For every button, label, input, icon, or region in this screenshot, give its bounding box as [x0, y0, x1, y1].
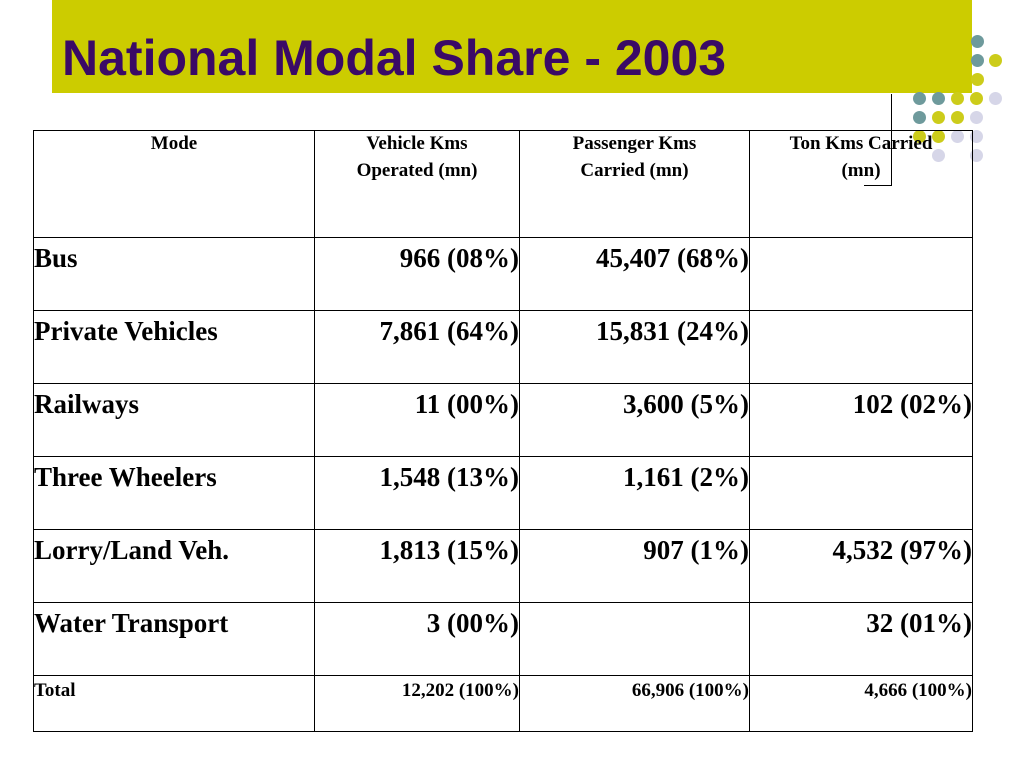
- table-row: Lorry/Land Veh. 1,813 (15%) 907 (1%) 4,5…: [33, 529, 973, 603]
- column-header-passenger-kms: Passenger Kms Carried (mn): [519, 130, 750, 238]
- passenger-kms-cell: 1,161 (2%): [519, 456, 750, 530]
- slide-title: National Modal Share - 2003: [62, 30, 727, 86]
- mode-cell: Railways: [33, 383, 315, 457]
- decor-dot: [971, 54, 984, 67]
- column-header-text: Vehicle Kms: [366, 133, 468, 154]
- passenger-kms-cell: 15,831 (24%): [519, 310, 750, 384]
- mode-cell: Bus: [33, 237, 315, 311]
- vehicle-kms-cell: 966 (08%): [314, 237, 520, 311]
- column-header-text: Carried (mn): [580, 160, 689, 181]
- title-banner: [52, 0, 972, 93]
- decor-dot: [970, 92, 983, 105]
- column-header-vehicle-kms: Vehicle Kms Operated (mn): [314, 130, 520, 238]
- table-row: Private Vehicles 7,861 (64%) 15,831 (24%…: [33, 310, 973, 384]
- ton-kms-cell: [749, 237, 973, 311]
- table-header-row: Mode Vehicle Kms Operated (mn) Passenger…: [33, 130, 973, 238]
- vehicle-kms-cell: 1,813 (15%): [314, 529, 520, 603]
- ton-kms-cell: 102 (02%): [749, 383, 973, 457]
- mode-cell: Water Transport: [33, 602, 315, 676]
- table-row: Three Wheelers 1,548 (13%) 1,161 (2%): [33, 456, 973, 530]
- mode-cell: Lorry/Land Veh.: [33, 529, 315, 603]
- ton-kms-cell: [749, 310, 973, 384]
- decor-dot: [989, 92, 1002, 105]
- ton-kms-cell: 4,532 (97%): [749, 529, 973, 603]
- table-row: Bus 966 (08%) 45,407 (68%): [33, 237, 973, 311]
- table-total-row: Total 12,202 (100%) 66,906 (100%) 4,666 …: [33, 675, 973, 732]
- passenger-kms-cell: 3,600 (5%): [519, 383, 750, 457]
- vehicle-kms-cell: 3 (00%): [314, 602, 520, 676]
- total-passenger-kms-cell: 66,906 (100%): [519, 675, 750, 732]
- ton-kms-cell: 32 (01%): [749, 602, 973, 676]
- vehicle-kms-cell: 1,548 (13%): [314, 456, 520, 530]
- decor-dot: [971, 35, 984, 48]
- column-header-text: (mn): [841, 160, 881, 181]
- total-label-cell: Total: [33, 675, 315, 732]
- decor-dot: [951, 92, 964, 105]
- ton-kms-cell: [749, 456, 973, 530]
- column-header-text: Ton Kms Carried: [789, 133, 933, 154]
- column-header-text: [34, 158, 314, 185]
- vehicle-kms-cell: 11 (00%): [314, 383, 520, 457]
- table-row: Railways 11 (00%) 3,600 (5%) 102 (02%): [33, 383, 973, 457]
- decor-dot: [971, 73, 984, 86]
- passenger-kms-cell: 907 (1%): [519, 529, 750, 603]
- column-header-text: Operated (mn): [356, 160, 478, 181]
- total-ton-kms-cell: 4,666 (100%): [749, 675, 973, 732]
- column-header-text: Passenger Kms: [572, 133, 697, 154]
- decor-dot: [970, 111, 983, 124]
- column-header-mode: Mode: [33, 130, 315, 238]
- mode-cell: Three Wheelers: [33, 456, 315, 530]
- decor-dot: [932, 92, 945, 105]
- passenger-kms-cell: [519, 602, 750, 676]
- passenger-kms-cell: 45,407 (68%): [519, 237, 750, 311]
- modal-share-table: Mode Vehicle Kms Operated (mn) Passenger…: [33, 130, 973, 732]
- mode-cell: Private Vehicles: [33, 310, 315, 384]
- decor-dot: [913, 111, 926, 124]
- decor-dot: [970, 130, 983, 143]
- decor-dot: [951, 111, 964, 124]
- decor-dot: [989, 54, 1002, 67]
- column-header-ton-kms: Ton Kms Carried (mn): [749, 130, 973, 238]
- total-vehicle-kms-cell: 12,202 (100%): [314, 675, 520, 732]
- column-header-text: Mode: [150, 133, 198, 154]
- decor-dot: [913, 92, 926, 105]
- vehicle-kms-cell: 7,861 (64%): [314, 310, 520, 384]
- table-row: Water Transport 3 (00%) 32 (01%): [33, 602, 973, 676]
- decor-dot: [932, 111, 945, 124]
- decor-dot: [970, 149, 983, 162]
